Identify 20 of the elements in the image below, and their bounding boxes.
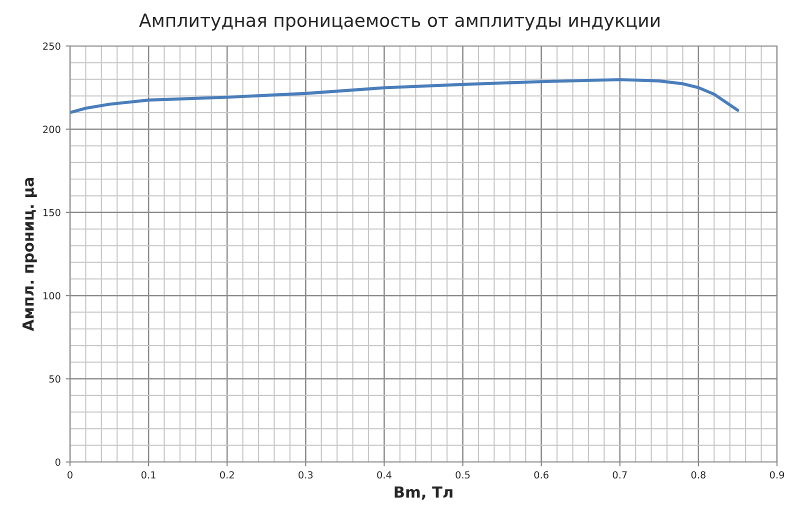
line-series [70,78,740,114]
x-axis-title: Bm, Тл [394,486,452,500]
chart-title: Амплитудная проницаемость от амплитуды индукции [139,14,660,31]
x-tick-label: 0.3 [298,471,313,479]
x-tick-label: 0.4 [377,471,392,479]
y-tick-label: 50 [49,375,60,383]
x-tick-label: 0 [68,471,72,479]
x-tick-label: 0.1 [141,471,156,479]
y-tick-label: 0 [55,458,60,466]
x-tick-label: 0.7 [612,471,627,479]
y-axis-title: Ампл. прониц. μа [22,178,37,332]
y-tick-label: 250 [43,42,60,50]
y-tick-label: 200 [43,126,60,134]
x-tick-label: 0.9 [770,471,784,479]
x-tick-label: 0.5 [456,471,470,479]
x-tick-label: 0.6 [534,471,548,479]
y-tick-label: 150 [43,208,60,216]
x-tick-label: 0.8 [691,471,706,479]
y-tick-label: 100 [43,292,60,300]
x-tick-label: 0.2 [220,471,234,479]
